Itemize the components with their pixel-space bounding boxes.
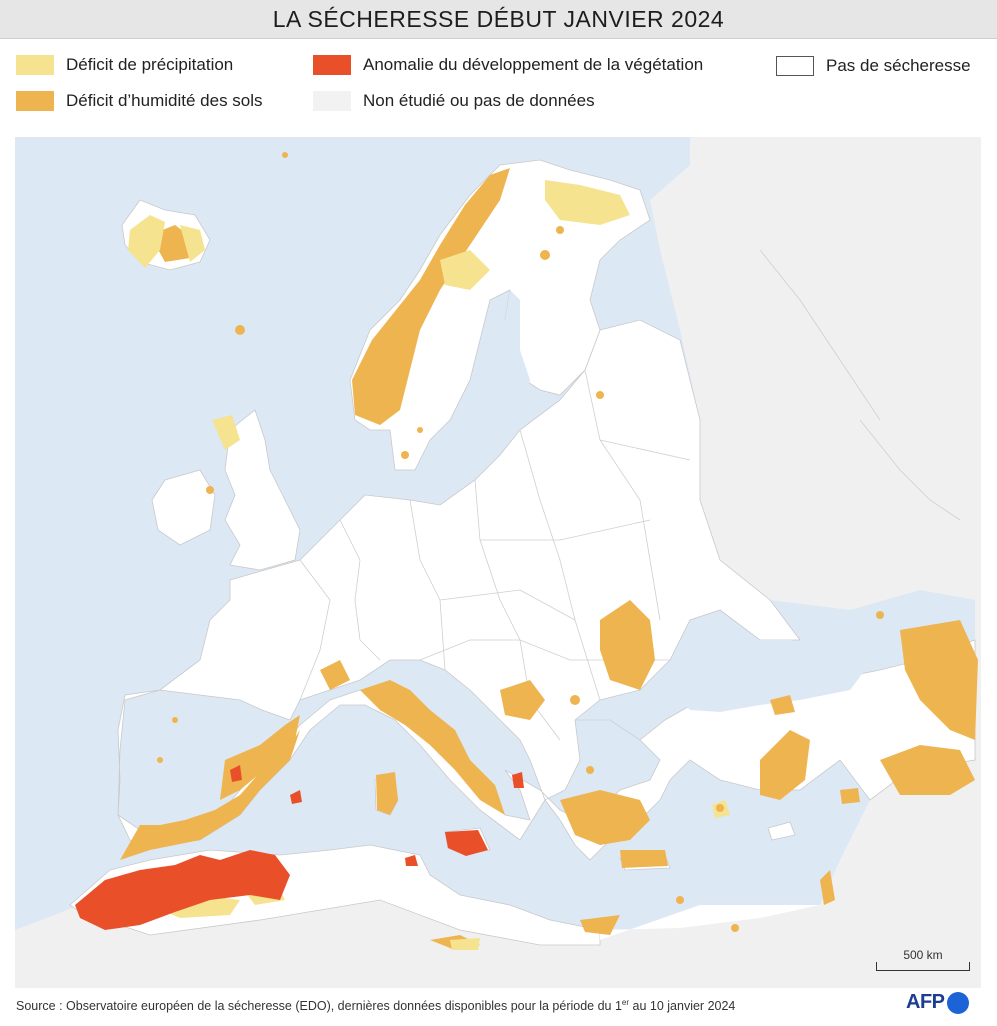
scattered-drought-patches bbox=[157, 152, 884, 932]
legend-label-soil: Déficit d’humidité des sols bbox=[66, 91, 263, 110]
legend-label-no-drought: Pas de sécheresse bbox=[826, 56, 971, 75]
legend-label-no-data: Non étudié ou pas de données bbox=[363, 91, 595, 110]
scale-label: 500 km bbox=[903, 948, 943, 962]
afp-logo-dot-icon bbox=[946, 991, 969, 1014]
area-not-studied-east bbox=[600, 137, 981, 988]
source-text: Source : Observatoire européen de la séc… bbox=[16, 998, 735, 1013]
europe-drought-map bbox=[15, 137, 981, 988]
legend-label-vegetation: Anomalie du développement de la végétati… bbox=[363, 55, 704, 74]
legend-item-precipitation-deficit: Déficit de précipitation bbox=[16, 55, 233, 75]
scandinavia bbox=[349, 159, 651, 471]
legend-item-vegetation-anomaly: Anomalie du développement de la végétati… bbox=[313, 55, 703, 75]
vegetation-anomaly-areas bbox=[75, 765, 524, 930]
cyprus bbox=[767, 821, 796, 841]
legend-swatch-vegetation bbox=[313, 55, 351, 75]
afp-logo: AFP bbox=[906, 991, 969, 1014]
area-not-studied-south bbox=[15, 900, 600, 988]
legend-swatch-precipitation bbox=[16, 55, 54, 75]
source-prefix: Source : Observatoire européen de la séc… bbox=[16, 999, 622, 1014]
legend-item-no-data: Non étudié ou pas de données bbox=[313, 91, 595, 111]
legend-swatch-soil bbox=[16, 91, 54, 111]
map-title: LA SÉCHERESSE DÉBUT JANVIER 2024 bbox=[272, 5, 725, 32]
footer: Source : Observatoire européen de la séc… bbox=[0, 988, 997, 1026]
libya-egypt-coast bbox=[600, 905, 820, 940]
legend-item-no-drought: Pas de sécheresse bbox=[776, 56, 971, 76]
afp-logo-text: AFP bbox=[906, 991, 945, 1013]
country-borders bbox=[299, 249, 961, 741]
legend-label-precipitation: Déficit de précipitation bbox=[66, 55, 234, 74]
legend-swatch-no-drought bbox=[776, 56, 814, 76]
scale-bar-line bbox=[876, 962, 970, 971]
great-britain bbox=[224, 409, 301, 571]
black-sea bbox=[670, 640, 865, 712]
source-superscript: er bbox=[621, 998, 630, 1007]
title-bar: LA SÉCHERESSE DÉBUT JANVIER 2024 bbox=[0, 0, 997, 39]
scale-bar: 500 km bbox=[876, 948, 970, 974]
baltic-sea bbox=[465, 290, 530, 460]
legend-item-soil-moisture-deficit: Déficit d’humidité des sols bbox=[16, 91, 263, 111]
source-suffix: au 10 janvier 2024 bbox=[629, 999, 736, 1014]
map-svg bbox=[15, 137, 981, 988]
legend-swatch-no-data bbox=[313, 91, 351, 111]
ireland bbox=[151, 469, 216, 546]
